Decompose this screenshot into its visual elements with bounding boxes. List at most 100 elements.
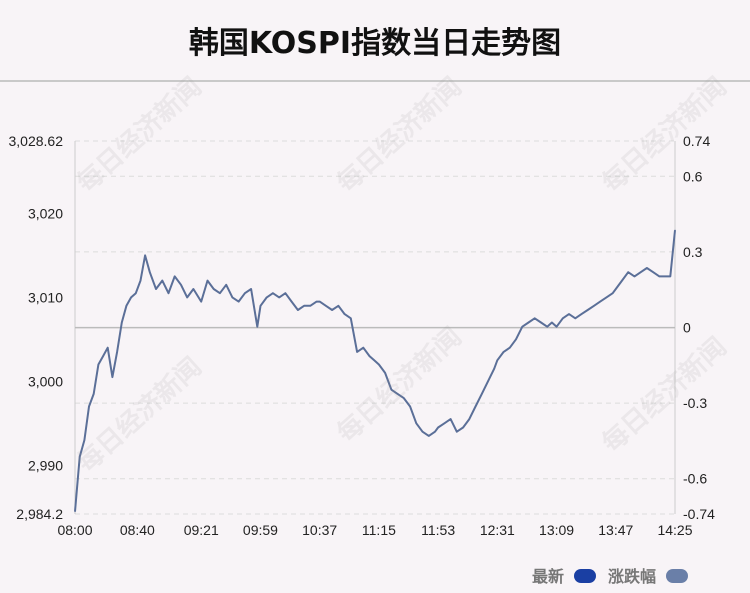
data-point bbox=[238, 301, 240, 303]
data-point bbox=[272, 292, 274, 294]
data-point bbox=[462, 426, 464, 429]
legend-change-swatch bbox=[665, 569, 688, 583]
data-point bbox=[200, 301, 202, 303]
data-point bbox=[116, 351, 118, 353]
y-right-tick-label: 0.3 bbox=[683, 244, 703, 260]
data-point bbox=[155, 288, 157, 290]
data-point bbox=[640, 271, 642, 273]
data-point bbox=[356, 351, 358, 353]
x-tick-label: 08:00 bbox=[57, 522, 92, 538]
data-point bbox=[284, 292, 286, 294]
y-left-tick-label: 3,020 bbox=[28, 205, 63, 221]
data-point bbox=[161, 280, 163, 282]
data-point bbox=[325, 305, 327, 307]
data-point bbox=[368, 355, 371, 357]
chart-title: 韩国KOSPI指数当日走势图 bbox=[188, 26, 562, 61]
data-point bbox=[437, 426, 439, 429]
data-point bbox=[612, 292, 614, 294]
grid-layer bbox=[75, 140, 675, 515]
data-point bbox=[546, 326, 548, 328]
y-right-tick-label: 0 bbox=[683, 320, 691, 336]
x-tick-label: 09:21 bbox=[184, 522, 219, 538]
y-right-tick-label: 0.6 bbox=[683, 168, 703, 184]
data-point bbox=[88, 405, 90, 408]
legend-latest-label: 最新 bbox=[532, 567, 565, 586]
data-point bbox=[669, 275, 671, 277]
data-point bbox=[331, 309, 333, 311]
x-tick-label: 13:09 bbox=[539, 522, 574, 538]
data-point bbox=[646, 267, 648, 269]
data-point bbox=[107, 347, 109, 349]
data-point bbox=[225, 284, 227, 286]
data-point bbox=[362, 347, 364, 349]
data-point bbox=[568, 313, 570, 315]
data-point bbox=[130, 296, 132, 298]
x-tick-label: 10:37 bbox=[302, 522, 337, 538]
data-point bbox=[587, 309, 589, 311]
data-point bbox=[428, 435, 430, 437]
data-point bbox=[319, 301, 321, 303]
data-point bbox=[192, 288, 194, 290]
data-point bbox=[219, 292, 221, 294]
y-left-tick-label: 2,984.2 bbox=[16, 506, 63, 522]
y-right-tick-label: -0.74 bbox=[683, 506, 715, 522]
data-point bbox=[665, 275, 667, 277]
x-tick-label: 09:59 bbox=[243, 522, 278, 538]
data-point bbox=[509, 347, 511, 349]
data-point bbox=[309, 305, 311, 307]
data-point bbox=[503, 351, 505, 353]
data-point bbox=[350, 317, 352, 319]
x-tick-label: 14:25 bbox=[657, 522, 692, 538]
title-divider bbox=[0, 80, 750, 82]
data-point bbox=[384, 372, 386, 374]
data-point bbox=[83, 439, 85, 441]
data-point bbox=[79, 456, 81, 458]
data-point bbox=[421, 431, 424, 433]
data-point bbox=[337, 305, 339, 307]
data-point bbox=[74, 510, 76, 513]
data-point bbox=[443, 422, 445, 424]
data-point bbox=[556, 326, 558, 328]
data-point bbox=[468, 418, 470, 420]
data-point bbox=[250, 288, 252, 290]
y-right-tick-label: -0.3 bbox=[683, 395, 707, 411]
data-point bbox=[562, 317, 564, 319]
data-point bbox=[93, 393, 95, 395]
data-point bbox=[521, 326, 523, 328]
data-point bbox=[316, 301, 318, 303]
data-point bbox=[378, 363, 380, 366]
data-point bbox=[674, 229, 676, 231]
data-point bbox=[149, 271, 151, 273]
data-point bbox=[474, 405, 477, 408]
data-point bbox=[125, 305, 127, 307]
data-point bbox=[139, 280, 142, 282]
axis-layer bbox=[74, 141, 676, 514]
data-point bbox=[231, 296, 233, 298]
data-point bbox=[580, 313, 583, 315]
data-point bbox=[658, 275, 661, 277]
data-point bbox=[297, 309, 299, 311]
y-right-tick-label: -0.6 bbox=[683, 471, 707, 487]
legend-change: 涨跌幅 bbox=[608, 563, 688, 587]
y-left-tick-label: 3,000 bbox=[28, 373, 63, 389]
data-point bbox=[403, 397, 405, 399]
data-point bbox=[291, 301, 293, 303]
legend-latest-swatch bbox=[573, 569, 596, 583]
data-point bbox=[633, 275, 636, 277]
data-point bbox=[186, 296, 188, 298]
data-point bbox=[515, 338, 517, 340]
data-point bbox=[487, 380, 489, 382]
data-point bbox=[409, 405, 411, 408]
x-tick-label: 12:31 bbox=[480, 522, 515, 538]
data-point bbox=[456, 431, 458, 433]
data-point bbox=[244, 292, 246, 294]
data-point bbox=[493, 368, 495, 370]
data-point bbox=[256, 326, 258, 328]
data-point bbox=[278, 296, 280, 298]
data-point bbox=[627, 271, 629, 273]
data-point bbox=[121, 321, 123, 324]
data-point bbox=[574, 317, 576, 319]
legend-latest: 最新 bbox=[532, 563, 596, 587]
data-point bbox=[259, 305, 262, 307]
x-tick-label: 08:40 bbox=[120, 522, 155, 538]
